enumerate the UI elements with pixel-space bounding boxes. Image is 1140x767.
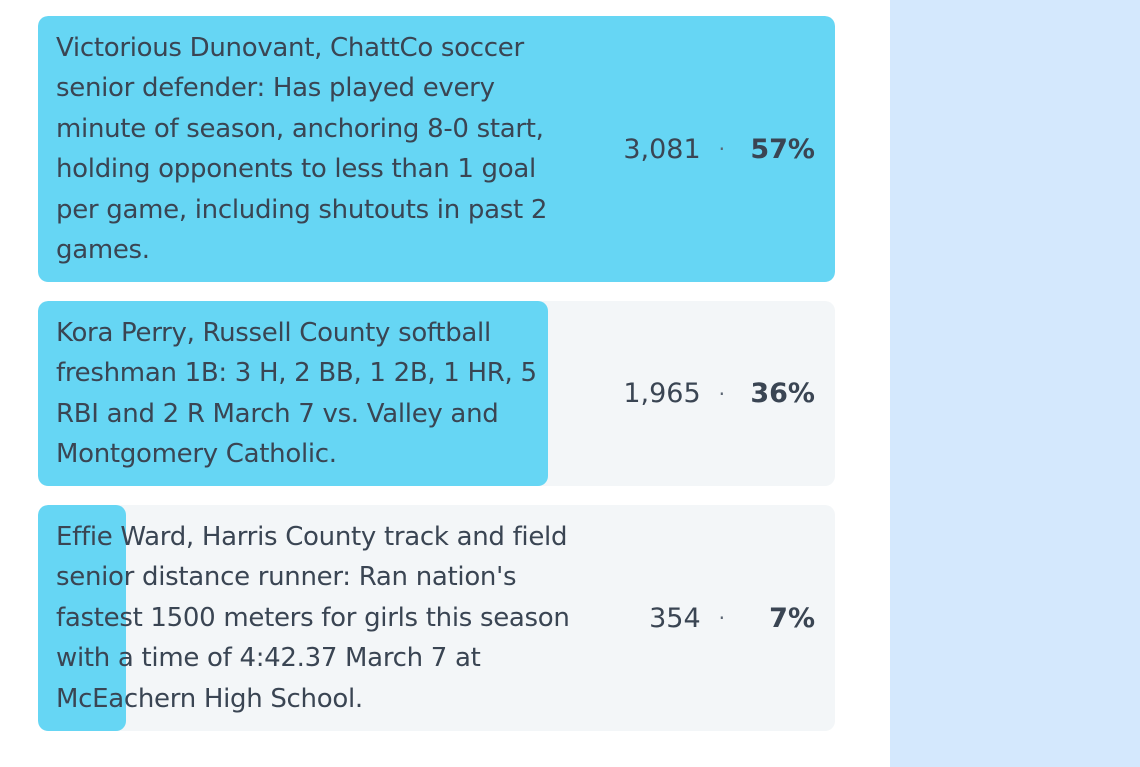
poll-option-perry[interactable]: Kora Perry, Russell County softball fres… [38, 301, 835, 486]
poll-option-label: Kora Perry, Russell County softball fres… [56, 317, 537, 470]
poll-options-list: Victorious Dunovant, ChattCo soccer seni… [38, 16, 835, 750]
poll-option-dunovant[interactable]: Victorious Dunovant, ChattCo soccer seni… [38, 16, 835, 282]
poll-option-stats: 1,965 · 36% [576, 378, 815, 409]
poll-option-label: Effie Ward, Harris County track and fiel… [56, 521, 570, 714]
poll-option-label: Victorious Dunovant, ChattCo soccer seni… [56, 32, 548, 266]
side-panel [890, 0, 1140, 767]
vote-share-bar [38, 505, 126, 731]
poll-option-ward[interactable]: Effie Ward, Harris County track and fiel… [38, 505, 835, 731]
vote-share-bar [38, 16, 835, 282]
vote-count: 3,081 [623, 133, 701, 165]
vote-percent: 7% [769, 602, 815, 634]
vote-count: 1,965 [623, 378, 701, 409]
poll-option-stats: 354 · 7% [576, 603, 815, 634]
separator-dot: · [718, 381, 725, 406]
separator-dot: · [718, 606, 725, 630]
vote-percent: 57% [750, 133, 815, 165]
vote-count: 354 [649, 602, 701, 634]
vote-share-bar [38, 301, 549, 486]
vote-percent: 36% [750, 378, 815, 409]
separator-dot: · [718, 137, 725, 161]
poll-option-stats: 3,081 · 57% [576, 134, 815, 165]
